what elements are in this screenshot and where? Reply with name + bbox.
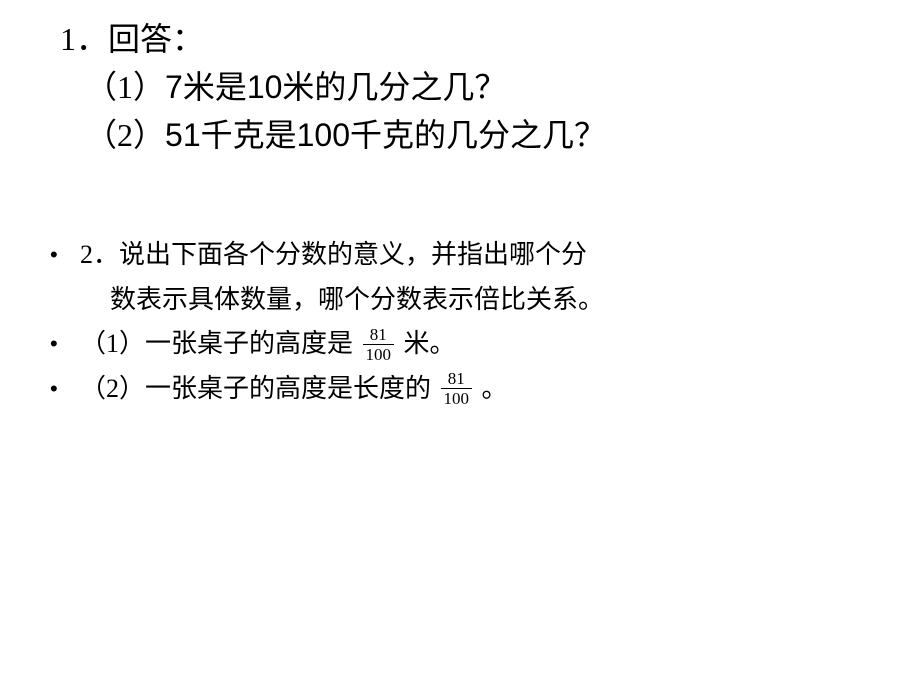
q1-title: 1．回答：	[60, 15, 870, 63]
q1-sub2-n2: 100	[297, 117, 350, 153]
fraction-1: 81 100	[363, 326, 395, 363]
q1-sub1-n1: 7	[165, 69, 183, 105]
bullet-icon: •	[50, 237, 80, 272]
q2-title-line2: 数表示具体数量，哪个分数表示倍比关系。	[110, 279, 870, 321]
bullet-icon: •	[50, 326, 80, 361]
fraction-2: 81 100	[441, 370, 473, 407]
q2-title-row1: • 2．说出下面各个分数的意义，并指出哪个分	[50, 234, 870, 276]
fraction-1-den: 100	[363, 344, 395, 363]
q1-sub2: （2）51千克是100千克的几分之几？	[85, 111, 870, 159]
fraction-1-num: 81	[367, 326, 390, 344]
q1-sub1: （1）7米是10米的几分之几？	[85, 63, 870, 111]
fraction-2-den: 100	[441, 388, 473, 407]
q1-sub1-prefix: （1）	[85, 69, 165, 105]
q1-sub1-suffix: 米的几分之几？	[282, 69, 506, 105]
bullet-icon: •	[50, 371, 80, 406]
q2-sub1-prefix: （1）一张桌子的高度是	[80, 329, 360, 358]
q1-sub2-text: 千克是	[201, 117, 297, 153]
q2-sub2-prefix: （2）一张桌子的高度是长度的	[80, 374, 438, 403]
question-2: • 2．说出下面各个分数的意义，并指出哪个分 数表示具体数量，哪个分数表示倍比关…	[50, 234, 870, 409]
q2-sub2-row: • （2）一张桌子的高度是长度的 81 100 。	[50, 368, 870, 410]
q2-sub2: （2）一张桌子的高度是长度的 81 100 。	[80, 368, 870, 410]
q1-sub2-n1: 51	[165, 117, 201, 153]
q2-sub1-suffix: 米。	[404, 329, 456, 358]
q2-sub1-row: • （1）一张桌子的高度是 81 100 米。	[50, 323, 870, 365]
q2-sub1: （1）一张桌子的高度是 81 100 米。	[80, 323, 870, 365]
q1-sub1-n2: 10	[247, 69, 283, 105]
q2-title-line1: 2．说出下面各个分数的意义，并指出哪个分	[80, 234, 870, 276]
q2-sub2-suffix: 。	[482, 374, 508, 403]
question-1: 1．回答： （1）7米是10米的几分之几？ （2）51千克是100千克的几分之几…	[50, 15, 870, 159]
q1-sub2-suffix: 千克的几分之几？	[350, 117, 606, 153]
fraction-2-num: 81	[445, 370, 468, 388]
q2-title-row2: 数表示具体数量，哪个分数表示倍比关系。	[50, 279, 870, 321]
q1-sub1-text: 米是	[183, 69, 247, 105]
q1-sub2-prefix: （2）	[85, 117, 165, 153]
